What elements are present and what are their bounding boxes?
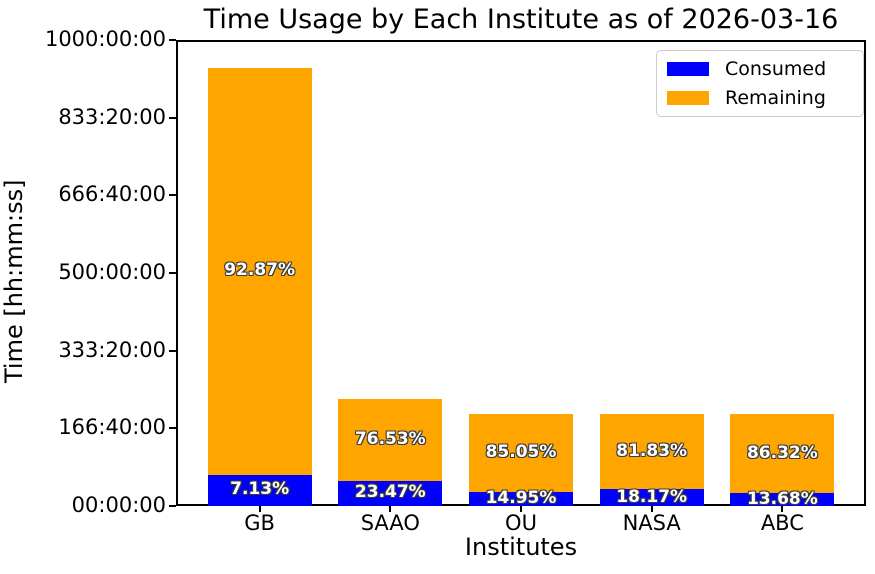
percent-label-remaining-abc: 86.32% <box>746 442 818 463</box>
y-tick-label: 500:00:00 <box>58 260 166 284</box>
bar-segment-consumed-abc <box>730 493 835 506</box>
bar-segment-remaining-ou <box>469 414 573 493</box>
x-tick-mark <box>520 506 522 512</box>
x-tick-label-abc: ABC <box>760 511 804 535</box>
y-tick-mark <box>169 272 176 274</box>
percent-label-remaining-ou: 85.05% <box>485 442 557 463</box>
y-tick-mark <box>169 116 176 119</box>
legend-label-remaining: Remaining <box>725 87 826 109</box>
y-tick-mark <box>169 39 176 41</box>
bar-segment-remaining-abc <box>730 414 835 494</box>
x-tick-mark <box>258 506 261 512</box>
x-tick-label-ou: OU <box>505 511 537 535</box>
y-tick-label: 666:40:00 <box>58 182 166 207</box>
percent-label-remaining-saao: 76.53% <box>354 428 426 449</box>
x-tick-mark <box>781 506 784 512</box>
y-tick-label: 00:00:00 <box>71 493 166 517</box>
x-tick-label-nasa: NASA <box>622 511 681 535</box>
y-tick-label: 833:20:00 <box>58 104 166 129</box>
percent-label-consumed-saao: 23.47% <box>354 482 426 503</box>
percent-label-remaining-gb: 92.87% <box>224 260 296 281</box>
x-tick-mark <box>650 506 653 512</box>
bar-segment-remaining-gb <box>207 67 312 475</box>
legend-label-consumed: Consumed <box>725 58 827 80</box>
percent-label-remaining-nasa: 81.83% <box>616 440 688 461</box>
percent-label-consumed-ou: 14.95% <box>485 488 557 509</box>
bar-segment-remaining-saao <box>338 398 443 481</box>
percent-label-consumed-gb: 7.13% <box>230 479 290 500</box>
bar-segment-consumed-saao <box>338 480 443 506</box>
legend: Consumed Remaining <box>656 50 864 117</box>
consumed-swatch-icon <box>667 62 709 76</box>
bar-segment-consumed-gb <box>207 474 312 506</box>
y-tick-mark <box>169 505 176 507</box>
remaining-swatch-icon <box>667 91 709 105</box>
y-tick-label: 1000:00:00 <box>44 27 166 51</box>
legend-item-remaining: Remaining <box>667 87 853 109</box>
y-tick-mark <box>169 194 176 197</box>
percent-label-consumed-abc: 13.68% <box>746 488 818 509</box>
percent-label-consumed-nasa: 18.17% <box>616 486 688 507</box>
y-tick-mark <box>169 427 176 430</box>
y-tick-label: 166:40:00 <box>58 415 166 440</box>
chart-title: Time Usage by Each Institute as of 2026-… <box>203 4 839 35</box>
y-tick-label: 333:20:00 <box>58 337 166 362</box>
x-tick-label-gb: GB <box>244 511 275 535</box>
legend-item-consumed: Consumed <box>667 58 853 80</box>
x-axis-label: Institutes <box>464 533 578 561</box>
bar-segment-consumed-nasa <box>599 489 704 506</box>
x-tick-label-saao: SAAO <box>360 511 420 535</box>
bar-segment-consumed-ou <box>469 492 573 506</box>
y-tick-mark <box>169 349 176 352</box>
bar-segment-remaining-nasa <box>599 414 704 490</box>
x-tick-mark <box>389 506 392 512</box>
